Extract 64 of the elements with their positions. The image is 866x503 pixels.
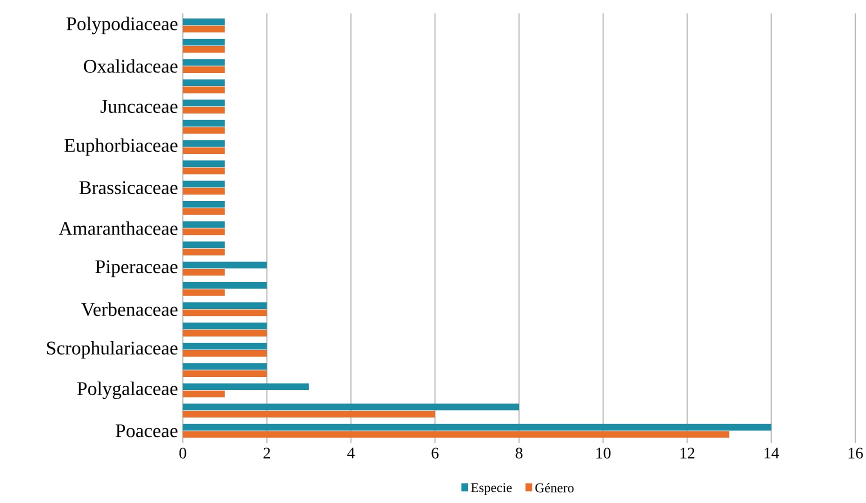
bar: [182, 330, 267, 336]
bar: [182, 268, 225, 276]
y-tick-label: Polygalaceae: [77, 382, 178, 400]
bar: [182, 26, 225, 32]
y-tick-label: Piperaceae: [95, 260, 178, 278]
y-tick-label: Brassicaceae: [79, 181, 178, 194]
bar: [182, 208, 225, 215]
bar: [182, 200, 225, 208]
bar: [182, 390, 225, 398]
bar: [182, 140, 225, 147]
y-tick-label: Euphorbiaceae: [64, 138, 178, 156]
x-tick-label: 8: [516, 448, 522, 458]
x-tick-label: 10: [596, 448, 611, 458]
bar: [182, 302, 267, 309]
x-tick-label: 12: [680, 448, 694, 458]
bar: [182, 46, 225, 53]
y-tick-label: Oxalidaceae: [84, 59, 178, 73]
legend-label: Especie: [471, 483, 512, 495]
legend-label: Género: [535, 482, 574, 492]
bar: [182, 38, 225, 46]
bar: [182, 363, 267, 370]
x-tick-label: 14: [764, 448, 780, 458]
y-tick-label: Amaranthaceae: [58, 221, 178, 235]
bar: [182, 431, 730, 438]
bar: [182, 79, 225, 86]
bar: [182, 282, 267, 289]
bar: [182, 410, 435, 418]
bar: [182, 342, 267, 350]
bar: [182, 106, 225, 114]
bar: [182, 147, 225, 154]
bar: [182, 262, 267, 268]
bar: [182, 188, 225, 195]
x-tick-label: 6: [432, 448, 439, 458]
bar: [182, 309, 267, 316]
bar: [182, 248, 225, 256]
bar: [182, 180, 225, 188]
bar: [182, 127, 225, 134]
bar: [182, 221, 225, 228]
y-tick-label: Polypodiaceae: [66, 16, 178, 34]
x-tick-label: 16: [848, 448, 863, 458]
bar: [182, 289, 225, 296]
bar: [182, 383, 309, 390]
y-tick-label: Juncaceae: [100, 100, 178, 113]
bar: [182, 120, 225, 127]
bar: [182, 404, 520, 410]
bar: [182, 370, 267, 377]
y-tick-label: Verbenaceae: [81, 302, 178, 316]
bar: [182, 350, 267, 357]
bar: [182, 18, 225, 26]
bar: [182, 241, 225, 248]
x-tick-label: 0: [179, 448, 186, 458]
bar: [182, 322, 267, 330]
bar: [182, 100, 225, 106]
bar: [182, 228, 225, 236]
bar: [182, 59, 225, 66]
x-tick-label: 2: [264, 448, 270, 458]
bar: [182, 160, 225, 168]
bar: [182, 168, 225, 174]
bar: [182, 86, 225, 94]
y-tick-label: Scrophulariaceae: [47, 341, 178, 358]
bar: [182, 424, 772, 431]
x-tick-label: 4: [347, 448, 355, 458]
bar: [182, 66, 225, 73]
y-tick-label: Poaceae: [116, 424, 178, 438]
